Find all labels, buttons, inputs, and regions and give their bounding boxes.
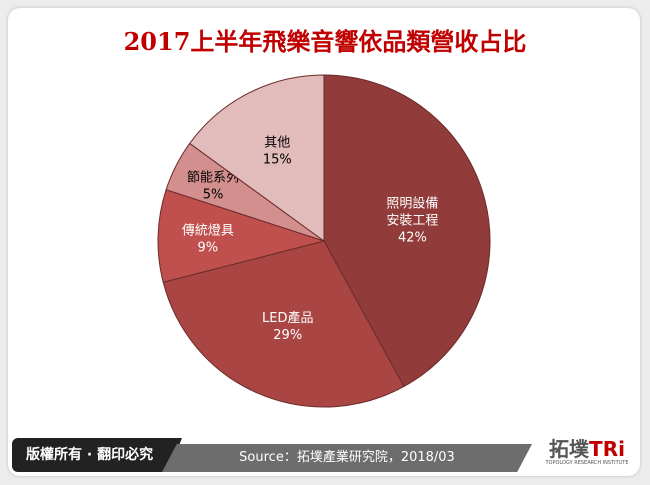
pie-slice [323,74,491,388]
slice-label: LED產品 29% [262,310,313,343]
footer: 版權所有 · 翻印必究 Source：拓墣產業研究院，2018/03 拓墣TRi… [12,438,629,472]
copyright-label: 版權所有 · 翻印必究 [12,438,182,472]
slice-label: 節能系列 5% [187,170,239,202]
slice-label: 傳統燈具 9% [182,223,234,255]
tri-logo: 拓墣TRi TOPOLOGY RESEARCH INSTITUTE [545,437,629,466]
slice-label: 其他 15% [263,135,292,167]
source-label: Source：拓墣產業研究院，2018/03 [162,444,532,472]
pie-slice [162,240,405,408]
pie-slice [157,189,326,283]
slice-label: 照明設備安裝工程 42% [386,195,438,245]
chart-title: 2017上半年飛樂音響依品類營收占比 [123,27,527,56]
pie-slice [189,74,325,242]
